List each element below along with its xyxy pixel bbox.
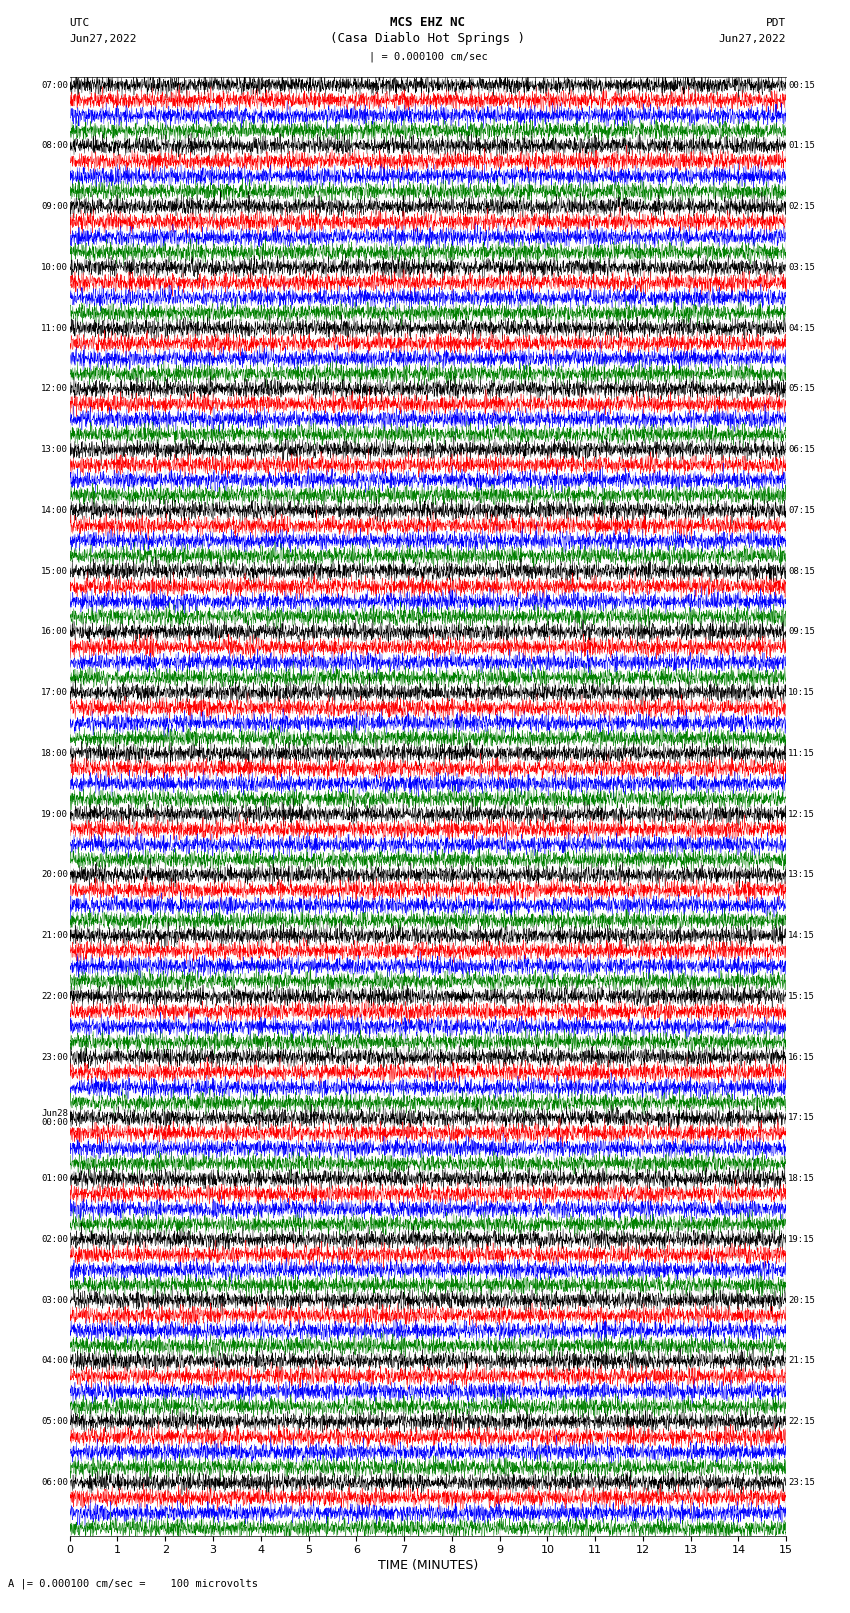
Text: 16:00: 16:00 [41,627,68,636]
Text: 15:15: 15:15 [788,992,815,1000]
Text: 02:00: 02:00 [41,1236,68,1244]
Text: 01:15: 01:15 [788,142,815,150]
Text: 14:15: 14:15 [788,931,815,940]
Text: 21:15: 21:15 [788,1357,815,1365]
Text: 19:15: 19:15 [788,1236,815,1244]
Text: 09:15: 09:15 [788,627,815,636]
Text: 12:15: 12:15 [788,810,815,818]
Text: 15:00: 15:00 [41,566,68,576]
Text: Jun27,2022: Jun27,2022 [719,34,786,44]
Text: 07:00: 07:00 [41,81,68,89]
Text: | = 0.000100 cm/sec: | = 0.000100 cm/sec [369,52,487,61]
Text: MCS EHZ NC: MCS EHZ NC [390,16,466,29]
Text: 11:15: 11:15 [788,748,815,758]
Text: 14:00: 14:00 [41,506,68,515]
Text: 10:15: 10:15 [788,689,815,697]
Text: 13:00: 13:00 [41,445,68,453]
Text: 16:15: 16:15 [788,1053,815,1061]
Text: 04:00: 04:00 [41,1357,68,1365]
Text: PDT: PDT [766,18,786,27]
Text: 00:15: 00:15 [788,81,815,89]
Text: 09:00: 09:00 [41,202,68,211]
Text: 20:15: 20:15 [788,1295,815,1305]
Text: 20:00: 20:00 [41,871,68,879]
Text: (Casa Diablo Hot Springs ): (Casa Diablo Hot Springs ) [331,32,525,45]
Text: 11:00: 11:00 [41,324,68,332]
Text: UTC: UTC [70,18,90,27]
Text: Jun28: Jun28 [41,1108,68,1118]
Text: 18:15: 18:15 [788,1174,815,1182]
Text: 08:15: 08:15 [788,566,815,576]
Text: 13:15: 13:15 [788,871,815,879]
Text: 04:15: 04:15 [788,324,815,332]
Text: 08:00: 08:00 [41,142,68,150]
Text: 01:00: 01:00 [41,1174,68,1182]
Text: Jun27,2022: Jun27,2022 [70,34,137,44]
Text: 22:00: 22:00 [41,992,68,1000]
Text: 05:15: 05:15 [788,384,815,394]
Text: 02:15: 02:15 [788,202,815,211]
Text: 00:00: 00:00 [41,1118,68,1127]
Text: 12:00: 12:00 [41,384,68,394]
Text: 06:00: 06:00 [41,1478,68,1487]
Text: 07:15: 07:15 [788,506,815,515]
Text: 06:15: 06:15 [788,445,815,453]
Text: 05:00: 05:00 [41,1418,68,1426]
Text: 23:00: 23:00 [41,1053,68,1061]
Text: 21:00: 21:00 [41,931,68,940]
Text: 18:00: 18:00 [41,748,68,758]
Text: 03:15: 03:15 [788,263,815,271]
Text: 19:00: 19:00 [41,810,68,818]
Text: 10:00: 10:00 [41,263,68,271]
Text: 17:15: 17:15 [788,1113,815,1123]
Text: 22:15: 22:15 [788,1418,815,1426]
X-axis label: TIME (MINUTES): TIME (MINUTES) [378,1560,478,1573]
Text: A |= 0.000100 cm/sec =    100 microvolts: A |= 0.000100 cm/sec = 100 microvolts [8,1579,258,1589]
Text: 17:00: 17:00 [41,689,68,697]
Text: 23:15: 23:15 [788,1478,815,1487]
Text: 03:00: 03:00 [41,1295,68,1305]
